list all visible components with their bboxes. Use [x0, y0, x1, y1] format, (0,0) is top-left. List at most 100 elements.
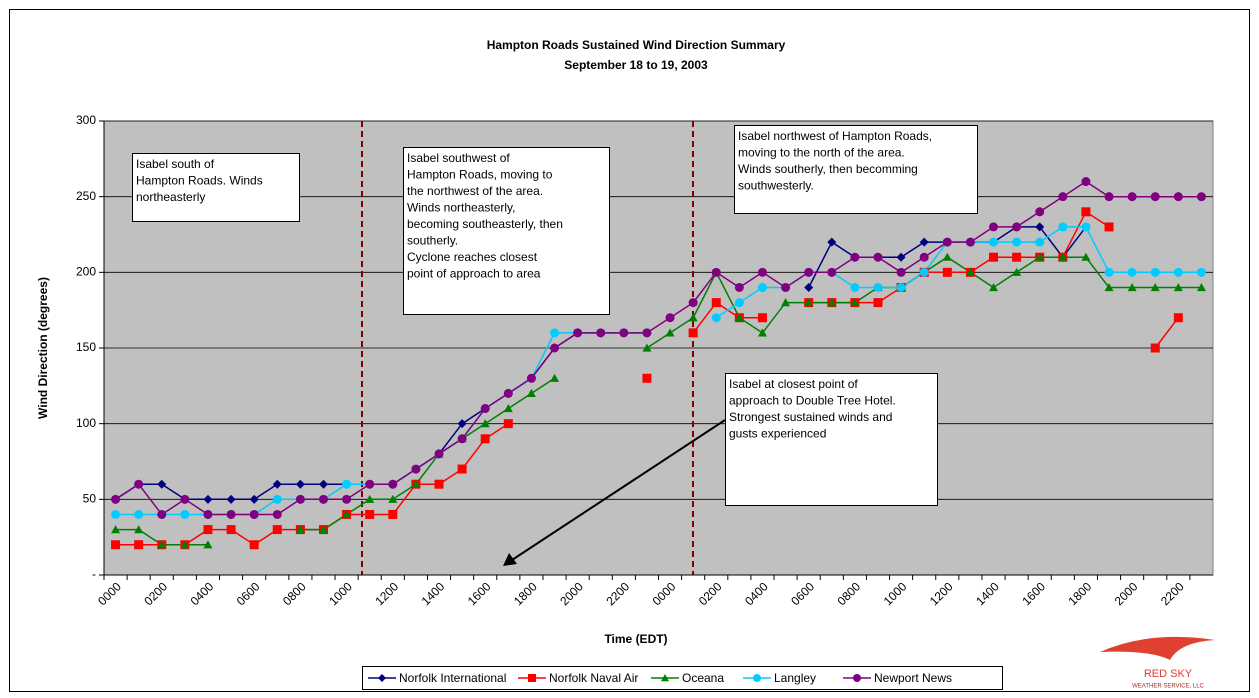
y-tick-label: 50	[83, 492, 97, 506]
marker	[180, 494, 190, 504]
marker	[526, 388, 536, 397]
marker	[503, 419, 513, 429]
marker	[1012, 237, 1022, 247]
marker	[1173, 313, 1183, 323]
marker	[272, 509, 282, 519]
marker	[272, 479, 282, 489]
marker	[480, 404, 490, 414]
marker	[734, 282, 744, 292]
arrow	[511, 419, 726, 561]
marker	[134, 479, 144, 489]
marker	[528, 674, 536, 682]
marker	[411, 479, 421, 488]
legend-item: Oceana	[651, 671, 724, 685]
marker	[1012, 222, 1022, 232]
marker	[550, 373, 560, 382]
marker	[850, 282, 860, 292]
annotation-text: becoming southeasterly, then	[407, 217, 563, 231]
marker	[1081, 252, 1091, 261]
marker	[1150, 192, 1160, 202]
legend-item: Langley	[743, 671, 816, 685]
marker	[365, 479, 375, 489]
marker	[919, 237, 929, 247]
legend-item: Norfolk International	[368, 671, 506, 685]
annotation-text: Isabel south of	[136, 157, 215, 171]
logo-swoosh	[1100, 636, 1215, 660]
marker	[272, 494, 282, 504]
logo-tagline: WEATHER SERVICE, LLC	[1132, 684, 1204, 690]
marker	[989, 282, 999, 292]
annotation-text: southerly.	[407, 234, 458, 248]
marker	[942, 237, 952, 247]
marker	[596, 328, 606, 338]
marker	[619, 328, 629, 338]
marker	[295, 494, 305, 504]
y-tick-label: 250	[76, 189, 96, 203]
marker	[919, 252, 929, 262]
marker	[642, 328, 652, 338]
marker	[642, 373, 652, 383]
marker	[853, 674, 861, 682]
marker	[804, 298, 814, 307]
annotation-text: point of approach to area	[407, 267, 541, 281]
marker	[1058, 222, 1068, 232]
marker	[850, 298, 860, 307]
y-tick-label: 200	[76, 265, 96, 279]
marker	[1035, 207, 1045, 217]
marker	[526, 373, 536, 383]
marker	[1081, 177, 1091, 187]
marker	[1035, 237, 1045, 247]
legend-box	[362, 666, 1003, 690]
marker	[965, 237, 975, 247]
marker	[1150, 343, 1160, 353]
marker	[434, 449, 444, 459]
marker	[896, 252, 906, 262]
marker	[134, 525, 144, 534]
marker	[989, 237, 999, 247]
marker	[1012, 252, 1022, 262]
marker	[781, 298, 791, 307]
marker	[365, 494, 375, 503]
annotation-text: Hampton Roads. Winds	[136, 174, 263, 188]
marker	[457, 419, 467, 429]
marker	[873, 282, 883, 292]
marker	[480, 419, 490, 428]
marker	[134, 509, 144, 519]
marker	[665, 328, 675, 337]
legend-label: Norfolk Naval Air	[549, 671, 638, 685]
y-tick-label: 300	[76, 113, 96, 127]
y-tick-label: 100	[76, 416, 96, 430]
marker	[1058, 252, 1068, 261]
marker	[342, 479, 352, 489]
annotation-text: Isabel northwest of Hampton Roads,	[738, 129, 932, 143]
marker	[711, 298, 721, 308]
marker	[711, 267, 721, 277]
marker	[157, 540, 167, 549]
annotation-text: northeasterly	[136, 190, 205, 204]
marker	[388, 494, 398, 503]
y-axis-title: Wind Direction (degrees)	[36, 277, 50, 419]
marker	[1104, 222, 1114, 232]
arrow-head	[503, 553, 517, 566]
legend-label: Langley	[774, 671, 816, 685]
marker	[942, 252, 952, 261]
marker	[873, 252, 883, 262]
marker	[203, 540, 213, 549]
marker	[753, 674, 761, 682]
marker	[850, 252, 860, 262]
marker	[1173, 192, 1183, 202]
marker	[989, 252, 999, 262]
marker	[781, 282, 791, 292]
marker	[550, 343, 560, 353]
annotation-text: Winds southerly, then becomming	[738, 162, 918, 176]
marker	[378, 674, 386, 682]
marker	[1150, 282, 1160, 292]
marker	[757, 282, 767, 292]
annotation-text: the northwest of the area.	[407, 184, 543, 198]
logo: RED SKY WEATHER SERVICE, LLC	[1100, 636, 1215, 690]
marker	[318, 494, 328, 504]
legend-item: Newport News	[843, 671, 952, 685]
x-axis-title: Time (EDT)	[604, 632, 667, 646]
marker	[827, 237, 837, 247]
marker	[1196, 192, 1206, 202]
